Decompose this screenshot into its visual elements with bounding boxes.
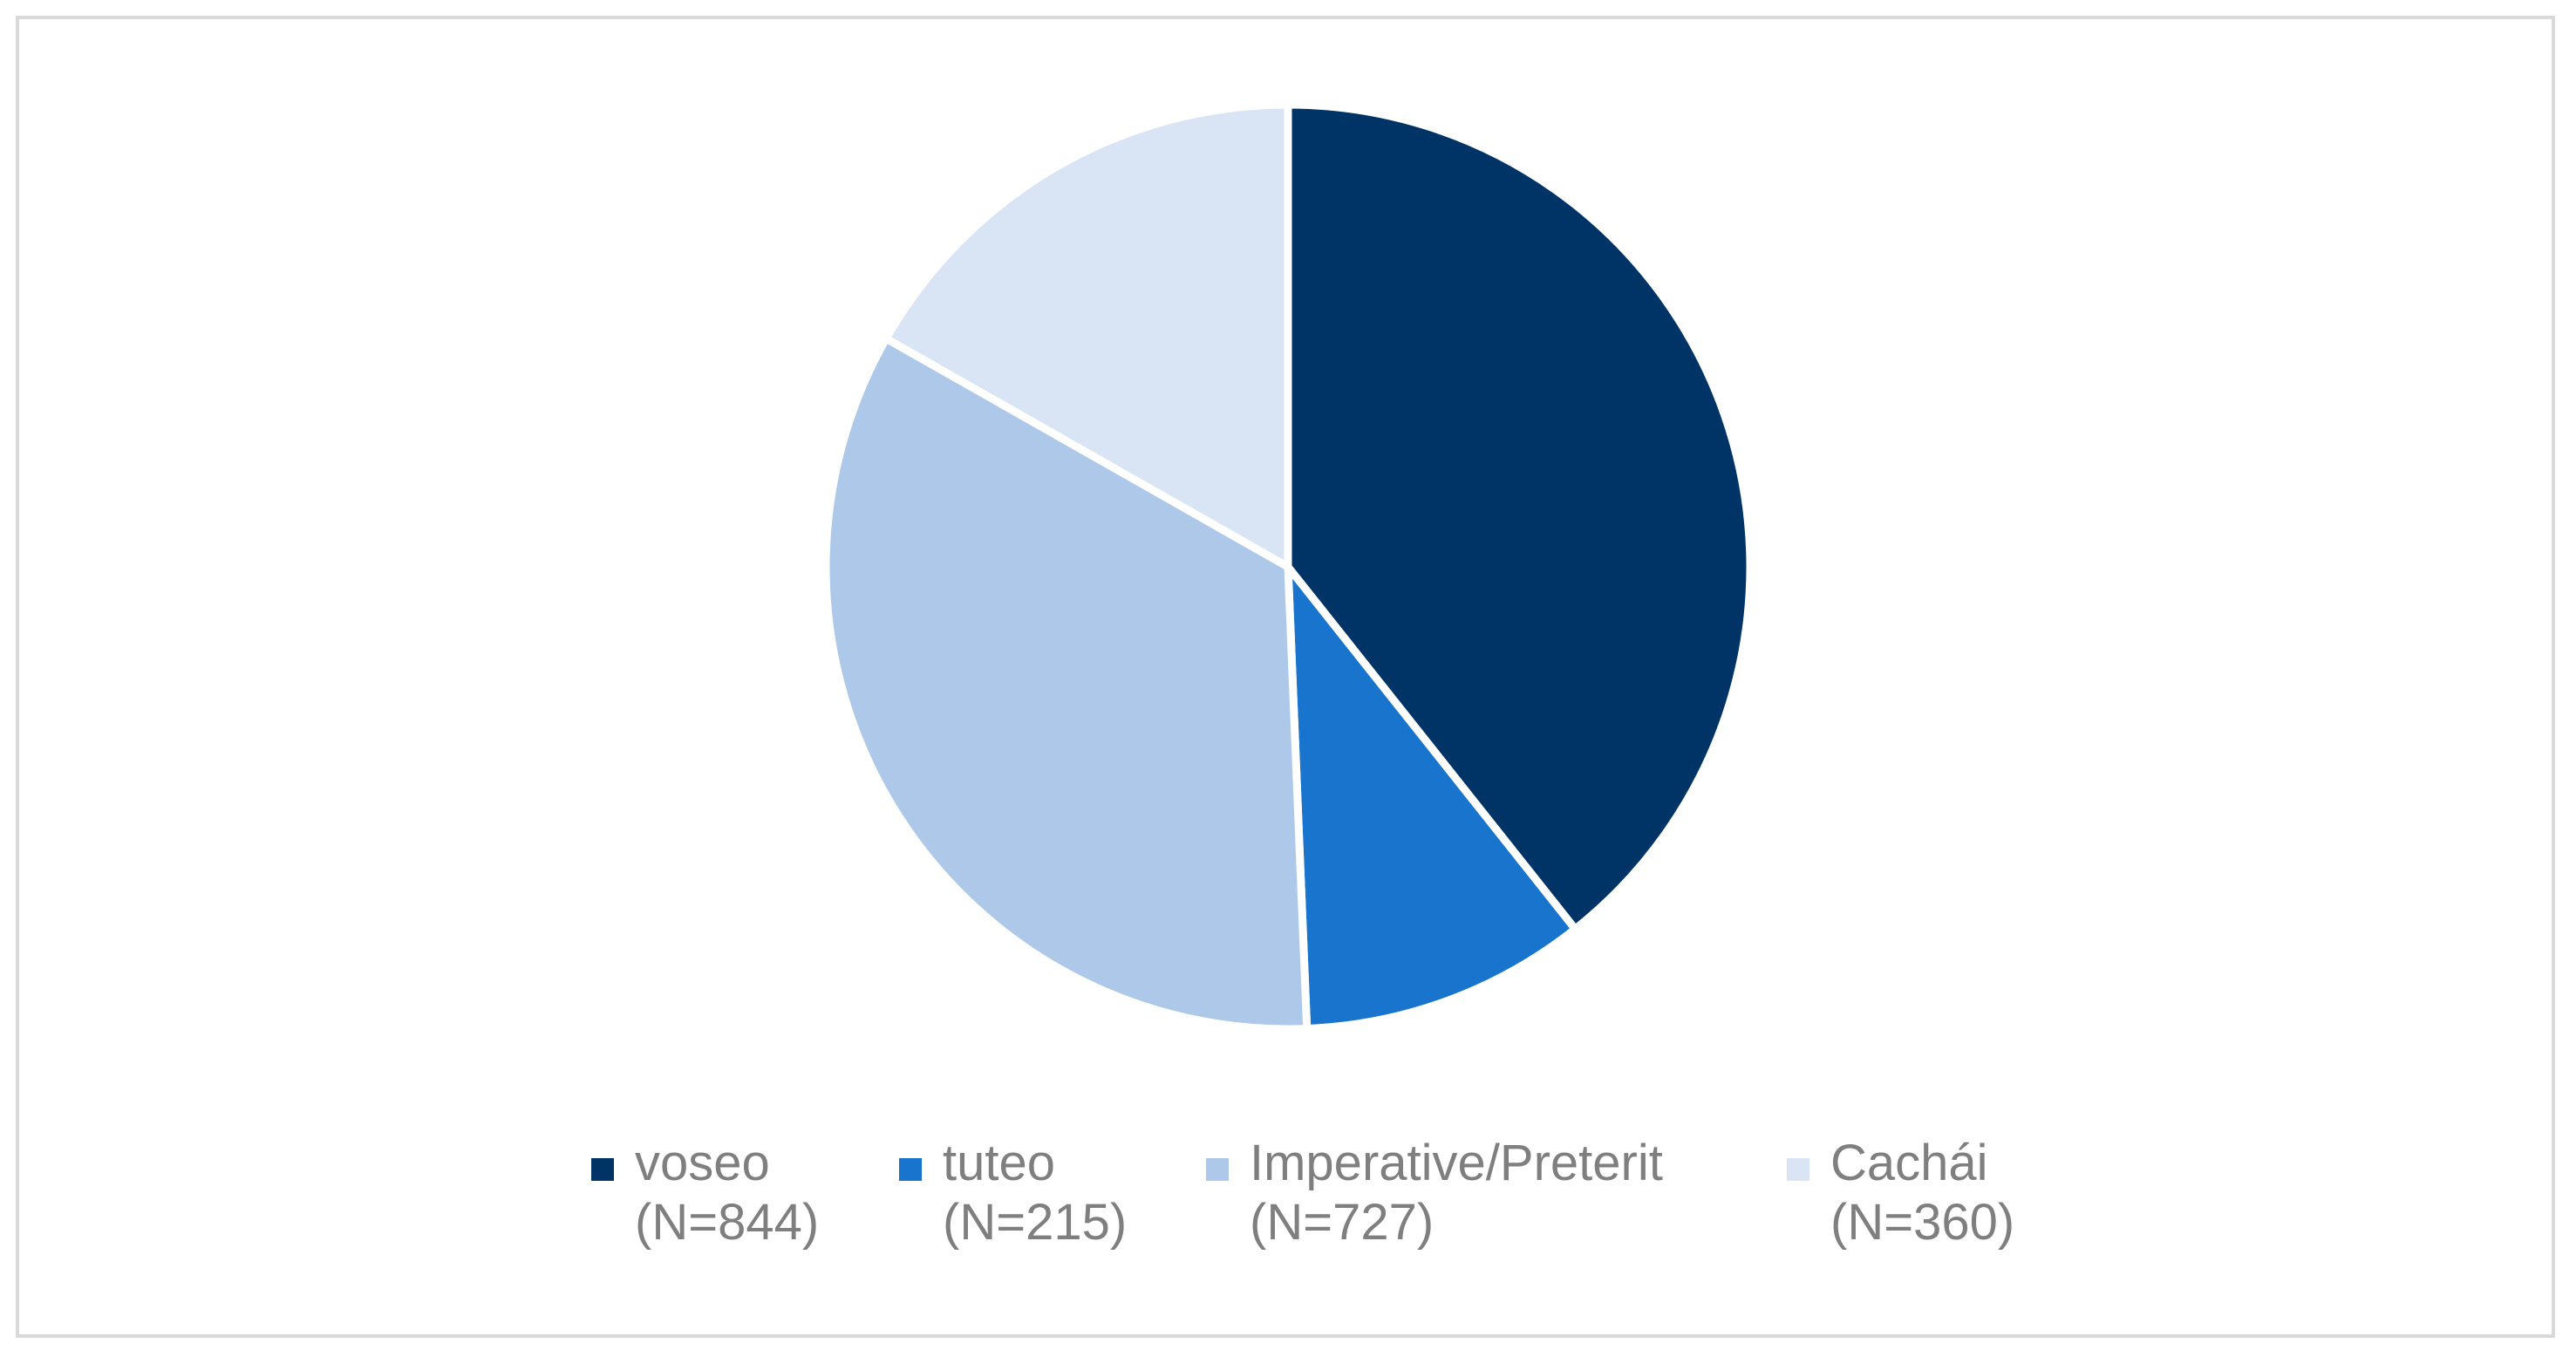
legend-count-tuteo: (N=215) xyxy=(943,1194,1128,1251)
legend-label-tuteo: tuteo xyxy=(943,1135,1055,1191)
legend-count-voseo: (N=844) xyxy=(635,1194,820,1251)
legend-item-voseo: voseo (N=844) xyxy=(591,1134,819,1252)
legend-swatch-cachai xyxy=(1787,1158,1809,1181)
legend-swatch-tuteo xyxy=(899,1158,922,1181)
legend-item-tuteo: tuteo (N=215) xyxy=(899,1134,1127,1252)
legend-label-imperative-preterit: Imperative/Preterit xyxy=(1250,1135,1663,1191)
legend: voseo (N=844) tuteo (N=215) Imperative/P… xyxy=(0,1134,2576,1291)
pie-slice-voseo xyxy=(1284,100,1755,935)
pie-slice-cach-i xyxy=(881,100,1292,574)
legend-item-cachai: Cachái (N=360) xyxy=(1787,1134,2014,1252)
legend-count-imperative-preterit: (N=727) xyxy=(1250,1194,1435,1251)
legend-item-imperative-preterit: Imperative/Preterit (N=727) xyxy=(1206,1134,1663,1252)
legend-count-cachai: (N=360) xyxy=(1830,1194,2015,1251)
pie-slice-tuteo xyxy=(1283,555,1581,1033)
legend-label-cachai: Cachái xyxy=(1830,1135,1988,1191)
legend-swatch-voseo xyxy=(591,1158,614,1181)
legend-label-voseo: voseo xyxy=(635,1135,770,1191)
legend-swatch-imperative-preterit xyxy=(1206,1158,1229,1181)
